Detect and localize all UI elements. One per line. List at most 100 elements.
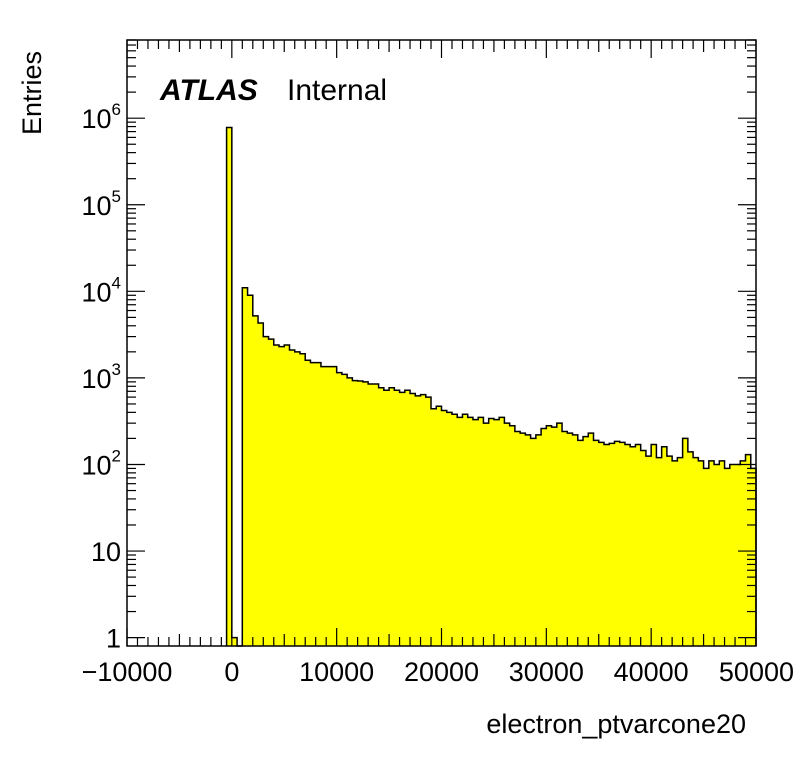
x-tick-label: 10000 (299, 657, 374, 687)
histogram-bar (394, 390, 400, 646)
internal-label: Internal (287, 74, 387, 107)
histogram-bar (451, 414, 458, 646)
histogram-bar (509, 425, 516, 646)
histogram-bar (729, 464, 736, 646)
histogram-bar (336, 372, 343, 646)
histogram-bar (289, 350, 296, 646)
y-tick-label: 102 (81, 446, 121, 480)
atlas-label: ATLAS (159, 74, 258, 107)
histogram-bar (745, 454, 752, 646)
histogram-bar (735, 464, 741, 646)
histogram-bar (562, 431, 568, 646)
histogram-outline (225, 126, 757, 647)
histogram-bar (352, 380, 358, 646)
x-tick-label: 20000 (404, 657, 479, 687)
axis-ticks (126, 39, 757, 646)
histogram-bars (226, 127, 757, 646)
histogram-bar (357, 381, 364, 646)
histogram-bar (635, 444, 641, 646)
histogram-bar (299, 353, 306, 646)
histogram-bar (347, 377, 353, 646)
histogram-bar (672, 460, 678, 646)
y-tick-labels: 1 10 102 103 104 105 106 (81, 100, 121, 653)
histogram-bar (268, 339, 275, 646)
histogram-bar (724, 468, 731, 646)
histogram-bar (273, 344, 280, 646)
histogram-bar (624, 444, 631, 646)
histogram-bar (399, 392, 406, 646)
histogram-bar (462, 414, 469, 646)
histogram-bar (305, 360, 311, 646)
histogram-bar (493, 419, 500, 646)
histogram-bar (331, 366, 337, 646)
histogram-bar (242, 287, 248, 646)
histogram-bar (656, 457, 662, 646)
histogram-bar (446, 412, 453, 646)
histogram-bar (630, 446, 636, 646)
histogram-bar (258, 323, 264, 646)
x-tick-label: 30000 (509, 657, 584, 687)
histogram-bar (661, 446, 668, 646)
x-axis-title: electron_ptvarcone20 (486, 709, 746, 739)
histogram-bar (341, 374, 348, 646)
histogram-bar (362, 381, 369, 646)
histogram-bar (546, 425, 552, 646)
histogram-bar (373, 384, 379, 646)
histogram-bar (693, 457, 699, 646)
histogram-bar (588, 433, 594, 646)
histogram-bar (404, 390, 411, 646)
histogram-bar (320, 366, 327, 646)
histogram-bar (708, 460, 715, 646)
histogram-bar (488, 418, 495, 646)
histogram-bar (315, 362, 322, 646)
histogram-bar (226, 127, 233, 646)
y-tick-label: 106 (81, 100, 121, 134)
histogram-bar (593, 440, 600, 646)
histogram-bar (719, 460, 725, 646)
x-tick-label: 50000 (719, 657, 794, 687)
x-tick-label: 0 (224, 657, 239, 687)
histogram-bar (410, 393, 416, 646)
histogram-bar (415, 395, 421, 646)
histogram-bar (603, 444, 610, 646)
histogram-bar (698, 460, 704, 646)
histogram-bar (326, 366, 332, 646)
histogram-bar (556, 423, 563, 646)
x-tick-label: −10000 (82, 657, 173, 687)
histogram-bar (520, 433, 526, 646)
y-tick-label: 104 (81, 273, 121, 307)
histogram-bar (740, 460, 746, 646)
histogram-bar (714, 464, 720, 646)
histogram-bar (247, 295, 254, 646)
histogram-bar (514, 431, 521, 646)
histogram-bar (598, 442, 605, 646)
histogram-bar (441, 410, 448, 646)
histogram-bar (666, 456, 673, 646)
histogram-bar (504, 423, 510, 646)
histogram-bar (541, 428, 547, 646)
histogram-bar (383, 390, 390, 646)
histogram-bar (457, 417, 463, 646)
y-tick-label: 10 (91, 537, 121, 567)
y-tick-label: 105 (81, 187, 121, 221)
histogram-bar (499, 417, 505, 646)
y-axis-title: Entries (17, 51, 47, 135)
histogram-bar (567, 433, 573, 646)
histogram-bar (389, 387, 395, 646)
histogram-bar (478, 417, 484, 646)
histogram-bar (640, 450, 647, 646)
histogram-bar (467, 417, 474, 646)
histogram-bar (551, 427, 558, 646)
histogram-bar (420, 394, 427, 646)
histogram-bar (431, 408, 437, 646)
histogram-bar (284, 344, 290, 646)
histogram-bar (310, 362, 316, 646)
histogram-bar (682, 438, 689, 646)
histogram-bar (614, 441, 621, 646)
x-tick-labels: −10000 0 10000 20000 30000 40000 50000 (82, 657, 794, 687)
histogram-bar (483, 423, 489, 646)
histogram-bar (677, 457, 683, 646)
histogram-bar (651, 444, 657, 646)
histogram-bar (645, 456, 652, 646)
